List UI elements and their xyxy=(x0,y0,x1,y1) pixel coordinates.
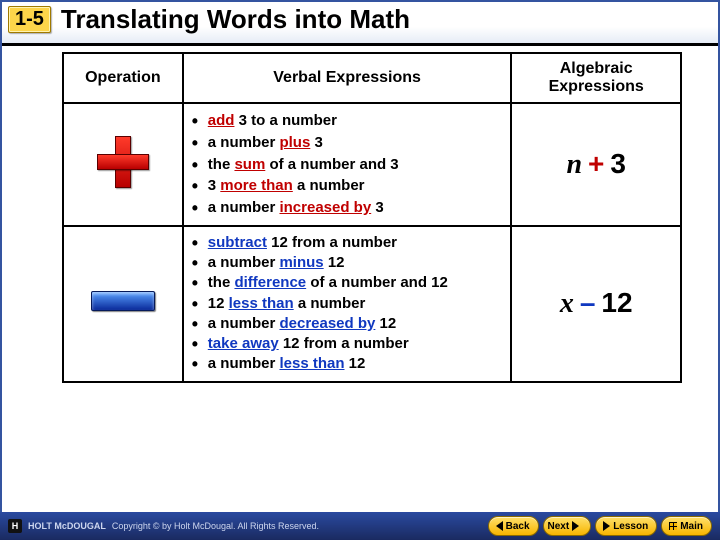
keyword: take away xyxy=(208,335,279,352)
verbal-list-subtraction: subtract 12 from a numbera number minus … xyxy=(190,233,505,375)
operation-cell-minus xyxy=(63,226,183,382)
list-item: a number increased by 3 xyxy=(190,197,505,219)
keyword: more than xyxy=(220,177,293,194)
text-fragment: a number xyxy=(294,295,366,312)
text-fragment: of a number and 3 xyxy=(265,156,398,173)
footer-bar: H HOLT McDOUGAL Copyright © by Holt McDo… xyxy=(0,512,720,540)
keyword: subtract xyxy=(208,234,267,251)
main-label: Main xyxy=(680,521,703,532)
nav-buttons: Back Next Lesson Main xyxy=(488,516,712,536)
text-fragment: 3 xyxy=(371,199,384,216)
list-item: a number plus 3 xyxy=(190,132,505,154)
keyword: sum xyxy=(234,156,265,173)
table-row: add 3 to a numbera number plus 3the sum … xyxy=(63,103,681,226)
text-fragment: a number xyxy=(208,134,280,151)
variable-x: x xyxy=(560,288,574,319)
translation-table: Operation Verbal Expressions Algebraic E… xyxy=(62,52,682,383)
constant-12: 12 xyxy=(601,287,632,318)
keyword: minus xyxy=(279,254,323,271)
lesson-badge: 1-5 xyxy=(8,6,51,33)
minus-icon xyxy=(91,291,155,311)
text-fragment: the xyxy=(208,156,235,173)
publisher-name: HOLT McDOUGAL xyxy=(28,521,106,531)
header-verbal: Verbal Expressions xyxy=(183,53,512,103)
title-bar: 1-5 Translating Words into Math xyxy=(2,2,718,46)
list-item: subtract 12 from a number xyxy=(190,233,505,253)
grid-icon xyxy=(669,522,677,530)
list-item: 3 more than a number xyxy=(190,175,505,197)
text-fragment: a number xyxy=(208,315,280,332)
text-fragment: 12 xyxy=(345,355,366,372)
algebraic-cell-subtraction: x–12 xyxy=(511,226,681,382)
keyword: increased by xyxy=(279,199,371,216)
verbal-list-addition: add 3 to a numbera number plus 3the sum … xyxy=(190,110,505,219)
copyright-text: Copyright © by Holt McDougal. All Rights… xyxy=(112,521,319,531)
text-fragment: 12 xyxy=(324,254,345,271)
keyword: difference xyxy=(234,274,306,291)
table-header-row: Operation Verbal Expressions Algebraic E… xyxy=(63,53,681,103)
list-item: add 3 to a number xyxy=(190,110,505,132)
variable-n: n xyxy=(566,149,582,180)
next-label: Next xyxy=(548,521,570,532)
back-label: Back xyxy=(506,521,530,532)
text-fragment: a number xyxy=(208,254,280,271)
back-button[interactable]: Back xyxy=(488,516,539,536)
list-item: a number less than 12 xyxy=(190,354,505,374)
text-fragment: 12 from a number xyxy=(279,335,409,352)
text-fragment: a number xyxy=(293,177,365,194)
minus-symbol: – xyxy=(574,287,602,318)
algebraic-cell-addition: n+3 xyxy=(511,103,681,226)
verbal-cell-addition: add 3 to a numbera number plus 3the sum … xyxy=(183,103,512,226)
keyword: plus xyxy=(279,134,310,151)
list-item: the sum of a number and 3 xyxy=(190,154,505,176)
header-operation: Operation xyxy=(63,53,183,103)
publisher-logo: H xyxy=(8,519,22,533)
list-item: a number minus 12 xyxy=(190,253,505,273)
text-fragment: 12 from a number xyxy=(267,234,397,251)
list-item: a number decreased by 12 xyxy=(190,314,505,334)
plus-icon xyxy=(95,134,151,190)
copyright-block: H HOLT McDOUGAL Copyright © by Holt McDo… xyxy=(8,519,319,533)
text-fragment: 3 xyxy=(310,134,323,151)
slide: 1-5 Translating Words into Math Operatio… xyxy=(2,2,718,512)
play-icon xyxy=(603,521,610,531)
table-row: subtract 12 from a numbera number minus … xyxy=(63,226,681,382)
text-fragment: a number xyxy=(208,199,280,216)
text-fragment: the xyxy=(208,274,235,291)
content-area: Operation Verbal Expressions Algebraic E… xyxy=(2,46,718,383)
keyword: decreased by xyxy=(279,315,375,332)
constant-3: 3 xyxy=(610,148,626,179)
text-fragment: 3 to a number xyxy=(234,112,337,129)
text-fragment: a number xyxy=(208,355,280,372)
text-fragment: of a number and 12 xyxy=(306,274,448,291)
plus-symbol: + xyxy=(582,148,610,179)
chevron-right-icon xyxy=(572,521,579,531)
main-button[interactable]: Main xyxy=(661,516,712,536)
keyword: less than xyxy=(229,295,294,312)
lesson-button[interactable]: Lesson xyxy=(595,516,657,536)
page-title: Translating Words into Math xyxy=(61,4,410,35)
next-button[interactable]: Next xyxy=(543,516,592,536)
text-fragment: 3 xyxy=(208,177,221,194)
operation-cell-plus xyxy=(63,103,183,226)
text-fragment: 12 xyxy=(375,315,396,332)
list-item: the difference of a number and 12 xyxy=(190,273,505,293)
chevron-left-icon xyxy=(496,521,503,531)
list-item: 12 less than a number xyxy=(190,294,505,314)
keyword: less than xyxy=(279,355,344,372)
verbal-cell-subtraction: subtract 12 from a numbera number minus … xyxy=(183,226,512,382)
text-fragment: 12 xyxy=(208,295,229,312)
lesson-label: Lesson xyxy=(613,521,648,532)
list-item: take away 12 from a number xyxy=(190,334,505,354)
keyword: add xyxy=(208,112,235,129)
header-algebraic: Algebraic Expressions xyxy=(511,53,681,103)
